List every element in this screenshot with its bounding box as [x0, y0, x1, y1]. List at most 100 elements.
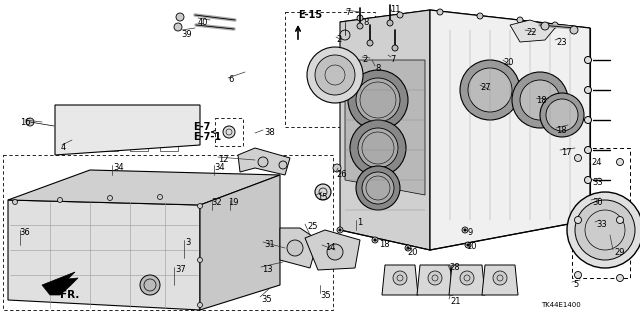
- Circle shape: [584, 56, 591, 63]
- Text: 13: 13: [262, 265, 273, 274]
- Circle shape: [327, 244, 343, 260]
- Circle shape: [584, 176, 591, 183]
- Circle shape: [337, 227, 343, 233]
- Polygon shape: [8, 200, 200, 310]
- Text: 26: 26: [336, 170, 347, 179]
- Circle shape: [540, 93, 584, 137]
- Circle shape: [307, 47, 363, 103]
- Circle shape: [198, 204, 202, 209]
- Text: 2: 2: [336, 35, 341, 44]
- Circle shape: [26, 118, 34, 126]
- Bar: [3, 155, 333, 310]
- Circle shape: [387, 20, 393, 26]
- Text: 25: 25: [307, 222, 317, 231]
- Polygon shape: [382, 265, 418, 295]
- Text: 17: 17: [561, 148, 572, 157]
- Circle shape: [397, 12, 403, 18]
- Circle shape: [198, 302, 202, 308]
- Circle shape: [13, 199, 17, 204]
- Circle shape: [462, 227, 468, 233]
- Text: 27: 27: [480, 83, 491, 92]
- Circle shape: [350, 120, 406, 176]
- Circle shape: [157, 195, 163, 199]
- Text: 40: 40: [198, 18, 209, 27]
- Circle shape: [520, 80, 560, 120]
- Polygon shape: [340, 10, 590, 58]
- Circle shape: [58, 197, 63, 203]
- Circle shape: [460, 271, 474, 285]
- Text: 29: 29: [614, 248, 625, 257]
- Circle shape: [108, 196, 113, 201]
- Circle shape: [546, 99, 578, 131]
- Text: 38: 38: [264, 128, 275, 137]
- Text: 18: 18: [379, 240, 390, 249]
- Circle shape: [584, 206, 591, 213]
- Text: 9: 9: [468, 228, 473, 237]
- Text: 20: 20: [503, 58, 513, 67]
- Circle shape: [575, 200, 635, 260]
- Circle shape: [340, 30, 350, 40]
- Text: 10: 10: [466, 242, 477, 251]
- Circle shape: [517, 17, 523, 23]
- Bar: [572, 148, 630, 278]
- Polygon shape: [449, 265, 485, 295]
- Polygon shape: [430, 10, 590, 250]
- Text: 37: 37: [175, 265, 186, 274]
- Polygon shape: [42, 272, 78, 295]
- Circle shape: [362, 172, 394, 204]
- Circle shape: [428, 271, 442, 285]
- Text: 36: 36: [19, 228, 29, 237]
- Polygon shape: [8, 170, 280, 205]
- Text: 32: 32: [211, 198, 221, 207]
- Text: 15: 15: [317, 193, 328, 202]
- Circle shape: [567, 192, 640, 268]
- Text: 21: 21: [450, 297, 461, 306]
- Polygon shape: [238, 148, 290, 175]
- Text: 16: 16: [20, 118, 31, 127]
- Text: 12: 12: [218, 155, 228, 164]
- Polygon shape: [482, 265, 518, 295]
- Text: 22: 22: [526, 28, 536, 37]
- Polygon shape: [340, 10, 430, 250]
- Polygon shape: [280, 228, 318, 268]
- Polygon shape: [345, 60, 425, 195]
- Circle shape: [174, 23, 182, 31]
- Circle shape: [575, 217, 582, 224]
- Text: E-7: E-7: [193, 122, 211, 132]
- Circle shape: [339, 229, 341, 231]
- Text: 7: 7: [345, 8, 350, 17]
- Text: 30: 30: [592, 198, 603, 207]
- Text: 39: 39: [181, 30, 191, 39]
- Circle shape: [357, 23, 363, 29]
- Text: 19: 19: [228, 198, 239, 207]
- Text: 34: 34: [113, 163, 124, 172]
- Circle shape: [465, 242, 471, 248]
- Polygon shape: [55, 105, 200, 155]
- Circle shape: [584, 116, 591, 123]
- Circle shape: [287, 240, 303, 256]
- Circle shape: [333, 164, 341, 172]
- Text: 5: 5: [573, 280, 579, 289]
- Polygon shape: [305, 230, 360, 270]
- Bar: [160, 130, 178, 138]
- Text: 6: 6: [228, 75, 234, 84]
- Text: 20: 20: [407, 248, 417, 257]
- Circle shape: [616, 217, 623, 224]
- Text: TK44E1400: TK44E1400: [541, 302, 581, 308]
- Circle shape: [437, 9, 443, 15]
- Circle shape: [460, 60, 520, 120]
- Circle shape: [374, 239, 376, 241]
- Text: 7: 7: [390, 55, 396, 64]
- Circle shape: [348, 70, 408, 130]
- Text: 31: 31: [264, 240, 275, 249]
- Circle shape: [372, 237, 378, 243]
- Circle shape: [464, 229, 466, 231]
- Circle shape: [367, 40, 373, 46]
- Circle shape: [575, 271, 582, 278]
- Circle shape: [405, 245, 411, 251]
- Polygon shape: [510, 20, 555, 42]
- Text: 8: 8: [363, 18, 369, 27]
- Circle shape: [467, 244, 469, 246]
- Bar: [130, 115, 148, 123]
- Circle shape: [552, 22, 558, 28]
